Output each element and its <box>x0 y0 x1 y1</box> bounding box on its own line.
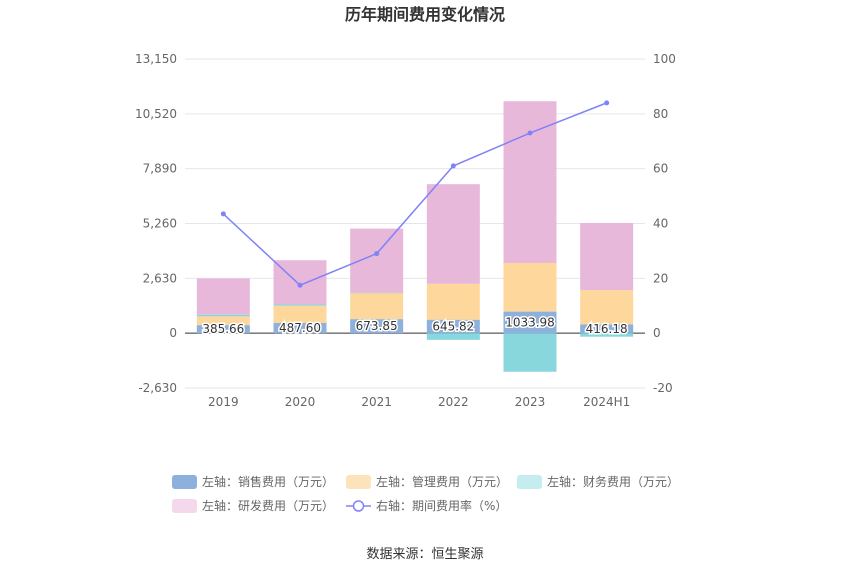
sales-expense-value-label: 416.18 <box>586 322 628 336</box>
data-source: 数据来源：恒生聚源 <box>366 547 483 562</box>
bar-segment <box>196 314 250 317</box>
y-right-tick-label: -20 <box>653 381 673 395</box>
legend-label: 右轴：期间费用率（%） <box>376 498 507 513</box>
bar-segment <box>273 305 327 324</box>
x-tick-label: 2019 <box>208 395 239 409</box>
legend-swatch <box>172 499 197 513</box>
y-right-tick-label: 80 <box>653 107 668 121</box>
legend-label: 左轴：销售费用（万元） <box>202 474 334 489</box>
bar-segment <box>273 260 327 305</box>
y-left-tick-label: 7,890 <box>143 162 177 176</box>
sales-expense-value-label: 385.66 <box>202 322 244 336</box>
bar-segment <box>426 333 480 340</box>
bar-segment <box>580 324 634 334</box>
legend-swatch <box>346 475 371 489</box>
bar-segment <box>196 278 250 315</box>
rate-point <box>527 130 533 136</box>
bar-segment <box>273 323 327 334</box>
x-tick-label: 2020 <box>285 395 316 409</box>
bar-segment <box>196 325 250 334</box>
bar-segment <box>350 292 404 294</box>
rate-polyline <box>222 102 607 287</box>
sales-expense-value-label: 673.85 <box>356 319 398 333</box>
y-left-tick-label: 0 <box>169 326 177 340</box>
axes: 13,150 100 10,520 80 7,890 60 5,260 40 2,630 20 0 0… <box>135 52 676 409</box>
bar-segment <box>503 101 557 264</box>
rate-point <box>450 163 456 169</box>
rate-point <box>374 251 380 257</box>
legend-swatch <box>172 475 197 489</box>
bar-segment <box>503 263 557 312</box>
legend-label: 左轴：研发费用（万元） <box>202 498 334 513</box>
bar-segment <box>273 304 327 306</box>
bar-segment <box>580 333 634 337</box>
y-right-tick-label: 60 <box>653 162 668 176</box>
legend-swatch <box>517 475 542 489</box>
bar-segment <box>503 333 557 372</box>
y-left-tick-label: 2,630 <box>143 271 177 285</box>
y-left-tick-label: -2,630 <box>138 381 177 395</box>
y-left-tick-label: 10,520 <box>135 107 177 121</box>
sales-expense-value-label: 645.82 <box>432 319 474 333</box>
rate-point <box>220 211 226 217</box>
bar-segment <box>350 292 404 320</box>
y-left-tick-label: 13,150 <box>135 52 177 66</box>
sales-expense-value-label: 487.60 <box>279 321 321 335</box>
x-tick-label: 2021 <box>361 395 392 409</box>
chart-title: 历年期间费用变化情况 <box>345 5 505 24</box>
bar-segment <box>196 316 250 326</box>
y-right-tick-label: 100 <box>653 52 676 66</box>
rate-point <box>604 100 610 106</box>
legend-label: 左轴：管理费用（万元） <box>376 474 508 489</box>
rate-line <box>220 100 610 288</box>
legend-label: 左轴：财务费用（万元） <box>547 474 679 489</box>
data-labels: 385.66 487.60 673.85 645.82 1033.98 416.18 <box>201 314 629 338</box>
rate-point <box>297 282 303 288</box>
bars <box>196 101 634 372</box>
bar-segment <box>503 311 557 334</box>
bar-segment <box>426 184 480 284</box>
grid <box>185 58 645 389</box>
bar-segment <box>580 222 634 291</box>
y-right-tick-label: 0 <box>653 326 661 340</box>
y-left-tick-label: 5,260 <box>143 217 177 231</box>
bar-segment <box>426 319 480 334</box>
x-tick-label: 2024H1 <box>583 395 630 409</box>
sales-expense-value-label: 1033.98 <box>505 315 555 329</box>
bar-segment <box>580 290 634 325</box>
bar-segment <box>350 319 404 334</box>
x-tick-label: 2022 <box>438 395 469 409</box>
y-right-tick-label: 20 <box>653 271 668 285</box>
x-tick-label: 2023 <box>515 395 546 409</box>
legend-line-marker <box>352 500 365 512</box>
legend[interactable]: 左轴：销售费用（万元） 左轴：管理费用（万元） 左轴：财务费用（万元） 左轴：研发费用… <box>172 474 679 513</box>
bar-segment <box>426 283 480 320</box>
y-right-tick-label: 40 <box>653 217 668 231</box>
